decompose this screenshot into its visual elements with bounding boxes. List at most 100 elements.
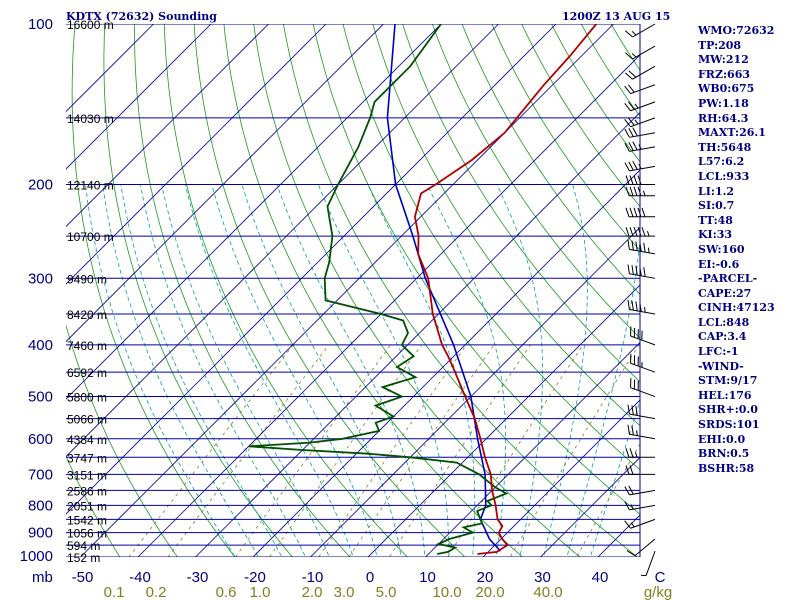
wind-barb xyxy=(625,45,656,60)
mixing-ratio-line xyxy=(509,344,640,557)
isotherm xyxy=(309,226,640,557)
station-title: KDTX (72632) Sounding xyxy=(66,10,217,23)
sounding-index: L57:6.2 xyxy=(698,155,745,169)
moist-adiabat xyxy=(184,184,354,557)
wind-barb-flag xyxy=(624,119,631,128)
wind-barb-staff xyxy=(630,518,656,529)
sounding-index: SHR+:0.0 xyxy=(698,403,758,417)
isotherm xyxy=(66,24,385,343)
sounding-index: CINH:47123 xyxy=(698,301,775,315)
wind-barb-staff xyxy=(630,362,656,373)
mixing-ratio-line xyxy=(348,344,495,557)
moist-adiabat xyxy=(276,184,426,557)
sounding-time: 1200Z 13 AUG 15 xyxy=(562,10,671,23)
sounding-index: RH:64.3 xyxy=(698,111,749,125)
sounding-index: SRDS:101 xyxy=(698,418,760,432)
sounding-index: HEL:176 xyxy=(698,388,752,402)
temp-tick-label: 40 xyxy=(592,569,609,586)
sounding-index: BRN:0.5 xyxy=(698,447,750,461)
wind-barb-half-flag xyxy=(634,103,639,109)
height-label: 6592 m xyxy=(67,366,107,380)
isotherm xyxy=(252,169,640,557)
dry-adiabat xyxy=(372,24,640,427)
wind-barb-flag xyxy=(625,72,633,80)
mixing-ratio-label: 0.2 xyxy=(146,584,167,600)
pressure-tick-label: 800 xyxy=(28,497,53,514)
wind-barb-half-flag xyxy=(630,504,634,510)
dry-adiabat xyxy=(461,24,640,295)
height-label: 1542 m xyxy=(67,513,107,527)
wind-barb-flag xyxy=(633,175,638,185)
dry-adiabat xyxy=(312,24,640,515)
wind-barb-flag xyxy=(625,175,630,185)
pressure-tick-label: 200 xyxy=(28,176,53,193)
wind-barb-flag xyxy=(629,175,634,185)
grid-lines xyxy=(66,24,640,557)
sounding-index: MW:212 xyxy=(698,53,749,67)
wind-barb-flag xyxy=(628,161,634,171)
wind-barb-half-flag xyxy=(631,53,637,58)
wind-barb xyxy=(627,300,656,315)
isotherm xyxy=(137,54,640,557)
mixing-ratio-line xyxy=(269,344,423,557)
wind-barb-flag xyxy=(624,520,631,529)
sounding-index: WB0:675 xyxy=(698,82,755,96)
height-label: 5800 m xyxy=(67,391,107,405)
wind-barb-staff xyxy=(629,165,656,172)
wind-barb xyxy=(624,127,656,138)
wind-barb-half-flag xyxy=(634,119,639,125)
height-label: 7460 m xyxy=(67,339,107,353)
isotherm xyxy=(424,341,640,557)
mixing-ratio-label: 10.0 xyxy=(432,584,461,600)
mixing-ratio-label: 20.0 xyxy=(475,584,504,600)
wind-barb xyxy=(625,465,655,475)
height-label: 10700 m xyxy=(67,230,114,244)
dry-adiabat xyxy=(282,24,639,557)
wind-barb-flag xyxy=(629,226,634,237)
wind-barb-flag xyxy=(624,128,630,138)
pressure-tick-label: 900 xyxy=(28,525,53,542)
wind-barb-flag xyxy=(627,239,630,250)
wind-barb-staff xyxy=(630,101,656,112)
sounding-index: FRZ:663 xyxy=(698,67,751,81)
sounding-index: WMO:72632 xyxy=(698,24,775,37)
x-unit-label: mb xyxy=(32,569,53,586)
dry-adiabat xyxy=(103,24,293,557)
wind-barb-flag xyxy=(628,101,635,110)
mixing-ratio-label: g/kg xyxy=(644,584,672,600)
dry-adiabat xyxy=(253,24,581,557)
dry-adiabat xyxy=(402,24,640,383)
wind-barb xyxy=(626,538,656,557)
wind-barb-flag xyxy=(631,300,634,311)
wind-barb xyxy=(624,518,656,529)
moist-adiabat xyxy=(426,184,506,557)
wind-barb-staff xyxy=(630,117,656,128)
wind-barb-flag xyxy=(628,485,634,495)
sounding-index: LI:1.2 xyxy=(698,184,735,198)
sounding-index: KI:33 xyxy=(698,228,733,242)
wind-barb-staff xyxy=(630,84,656,95)
wind-barb-flag xyxy=(632,141,638,151)
wind-barb-flag xyxy=(625,30,633,38)
wind-barb xyxy=(627,264,656,279)
wind-barb-flag xyxy=(629,465,634,475)
moist-adiabat xyxy=(496,184,543,557)
height-label: 4384 m xyxy=(67,433,107,447)
wind-barb-half-flag xyxy=(644,307,646,313)
wind-barb-flag xyxy=(629,186,634,196)
pressure-tick-label: 1000 xyxy=(20,548,53,565)
wind-barb xyxy=(624,141,656,152)
wind-barb-staff xyxy=(632,23,656,38)
pressure-tick-label: 600 xyxy=(28,431,53,448)
moist-adiabat xyxy=(367,184,476,557)
mixing-ratio-line xyxy=(318,344,467,557)
wind-barbs xyxy=(624,23,656,577)
temp-tick-label: -10 xyxy=(302,569,324,586)
height-label: 594 m xyxy=(67,539,100,553)
wind-barb-flag xyxy=(627,300,630,310)
sounding-index: PW:1.18 xyxy=(698,96,749,110)
sounding-index: EI:-0.6 xyxy=(698,257,740,271)
sounding-index: STM:9/17 xyxy=(698,374,758,388)
moist-adiabat xyxy=(102,184,259,557)
